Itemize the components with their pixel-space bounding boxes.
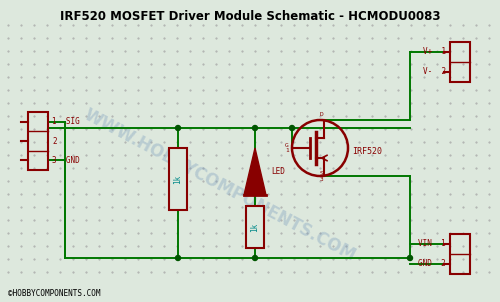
Text: V-  2: V- 2 <box>423 68 446 76</box>
Text: LED: LED <box>271 167 285 176</box>
Bar <box>450 234 470 274</box>
Text: 1k: 1k <box>174 174 182 184</box>
Circle shape <box>252 255 258 261</box>
Text: ©HOBBYCOMPONENTS.COM: ©HOBBYCOMPONENTS.COM <box>8 290 100 298</box>
Text: 3  GND: 3 GND <box>52 156 80 165</box>
Text: V+  1: V+ 1 <box>423 47 446 56</box>
Bar <box>28 112 48 170</box>
Bar <box>169 148 187 210</box>
Circle shape <box>408 255 412 261</box>
Text: IRF520: IRF520 <box>352 147 382 156</box>
Text: 1  SIG: 1 SIG <box>52 117 80 126</box>
Text: 1k: 1k <box>250 222 260 232</box>
Circle shape <box>176 255 180 261</box>
Text: D: D <box>320 112 324 117</box>
Circle shape <box>252 126 258 130</box>
Text: GND  2: GND 2 <box>418 259 446 268</box>
Text: G
1: G 1 <box>285 143 289 153</box>
Circle shape <box>290 126 294 130</box>
Text: IRF520 MOSFET Driver Module Schematic - HCMODU0083: IRF520 MOSFET Driver Module Schematic - … <box>60 10 440 23</box>
Circle shape <box>176 126 180 130</box>
Text: WWW.HOBBYCOMPONENTS.COM: WWW.HOBBYCOMPONENTS.COM <box>81 105 359 265</box>
Bar <box>246 206 264 248</box>
Text: S
3: S 3 <box>320 171 324 182</box>
Bar <box>450 42 470 82</box>
Text: VIN  1: VIN 1 <box>418 239 446 249</box>
Text: 2: 2 <box>52 137 56 146</box>
Polygon shape <box>244 148 266 195</box>
